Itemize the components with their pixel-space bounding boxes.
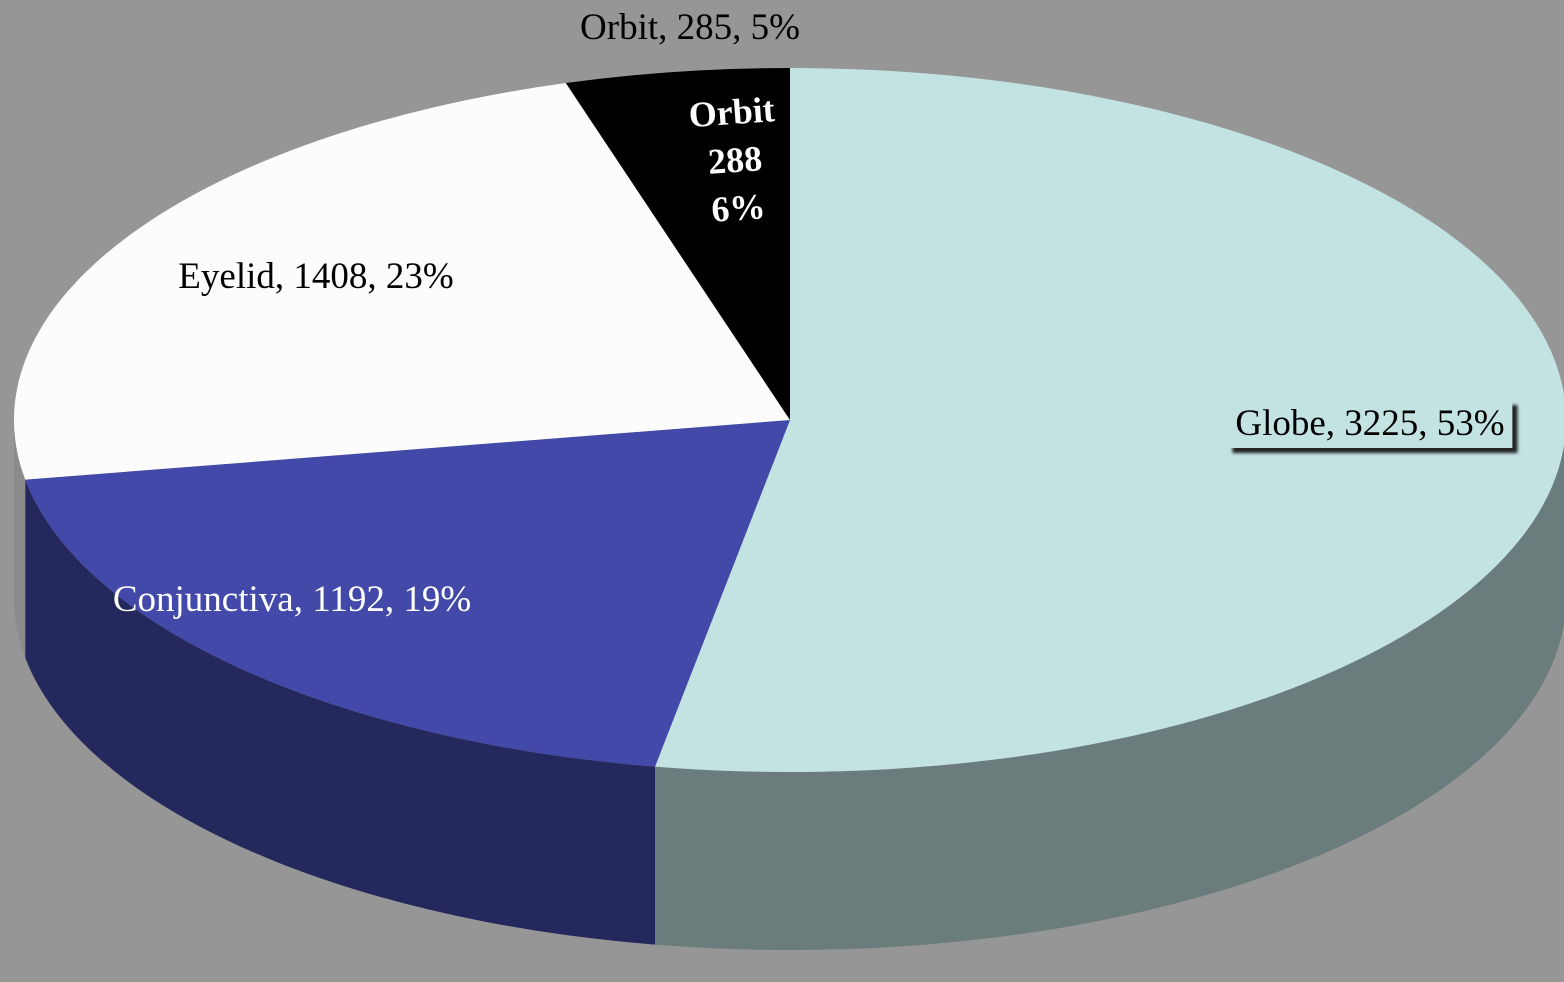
slice: [25, 420, 791, 767]
slice-side: [14, 420, 26, 658]
annotation: Orbit 288 6%: [687, 85, 783, 235]
annotation-line: 6%: [710, 186, 767, 230]
slice: [13, 83, 790, 480]
slice-side: [25, 479, 656, 945]
data-label: Orbit, 285, 5%: [580, 7, 800, 48]
slice: [655, 68, 1564, 772]
data-label: Conjunctiva, 1192, 19%: [112, 579, 472, 620]
slice-side: [655, 444, 1564, 950]
data-label: Eyelid, 1408, 23%: [178, 256, 454, 297]
data-label: Globe, 3225, 53%: [1227, 400, 1513, 448]
annotation-line: Orbit: [687, 89, 776, 136]
annotation-line: 288: [706, 138, 764, 182]
slice: [565, 68, 790, 420]
